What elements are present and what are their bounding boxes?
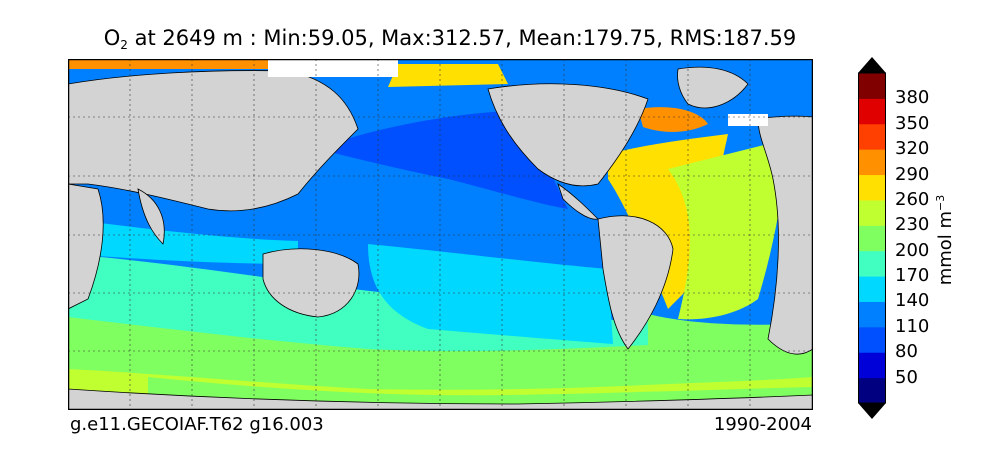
colorbar-tick-label: 350 — [895, 112, 930, 134]
colorbar-tick-label: 110 — [895, 315, 930, 337]
land-india — [137, 188, 165, 245]
land-eurasia — [68, 70, 359, 212]
colorbar-swatch — [858, 225, 886, 252]
colorbar-tick-label: 80 — [895, 341, 918, 363]
map-frame — [68, 59, 813, 410]
colorbar-tick-label: 200 — [895, 239, 930, 261]
colorbar-swatch — [858, 352, 886, 379]
period-label: 1990-2004 — [713, 414, 812, 435]
band-north-yellow — [388, 64, 508, 87]
land-australia — [262, 248, 360, 318]
colorbar-swatch — [858, 276, 886, 302]
colorbar-tick-label: 170 — [895, 265, 930, 287]
missing-atlantic-north — [728, 114, 768, 126]
colorbar-swatch — [858, 123, 886, 150]
colorbar-tick-label: 50 — [895, 366, 918, 388]
ocean-map — [68, 59, 813, 410]
colorbar-swatch — [858, 250, 886, 277]
band-north-orange — [68, 59, 268, 69]
band-cyan-indian — [68, 219, 298, 264]
band-atlantic-lime — [668, 139, 788, 320]
band-arctic-orange — [638, 107, 708, 132]
graticule — [68, 59, 813, 410]
colorbar-tick-label: 380 — [895, 87, 930, 109]
colorbar-swatch — [858, 377, 886, 404]
colorbar-swatch — [858, 199, 886, 226]
colorbar-swatch — [858, 326, 886, 353]
band-north-pacific — [318, 111, 568, 209]
colorbar-extend-min — [858, 403, 886, 419]
case-name: g.e11.GECOIAF.T62 g16.003 — [70, 414, 324, 435]
land-south-america — [597, 215, 674, 350]
unit-text: mmol m — [935, 210, 956, 286]
missing-arctic — [268, 59, 398, 77]
colorbar-unit: mmol m−3 — [934, 195, 956, 286]
title-text: at 2649 m : Min:59.05, Max:312.57, Mean:… — [127, 26, 797, 50]
colorbar-swatch — [858, 149, 886, 176]
colorbar-tick-label: 140 — [895, 290, 930, 312]
land-north-america — [487, 83, 649, 187]
colorbar-tick-label: 320 — [895, 138, 930, 160]
land-europe-africa — [757, 115, 813, 355]
map-title: O2 at 2649 m : Min:59.05, Max:312.57, Me… — [0, 26, 900, 52]
band-cyan-pacific — [368, 244, 613, 344]
colorbar-frame — [858, 72, 886, 404]
land-greenland — [677, 66, 749, 109]
colorbar-extend-max — [858, 57, 886, 73]
colorbar-tick-label: 260 — [895, 188, 930, 210]
colorbar — [858, 57, 886, 419]
title-subscript: 2 — [120, 38, 128, 52]
colorbar-swatch — [858, 73, 886, 99]
colorbar-swatch — [858, 301, 886, 328]
colorbar-tick-label: 230 — [895, 214, 930, 236]
colorbar-tick-label: 290 — [895, 163, 930, 185]
colorbar-swatch — [858, 98, 886, 125]
unit-exponent: −3 — [934, 194, 947, 211]
title-variable: O — [103, 26, 121, 50]
colorbar-swatch — [858, 174, 886, 201]
land-africa-east — [68, 183, 104, 310]
